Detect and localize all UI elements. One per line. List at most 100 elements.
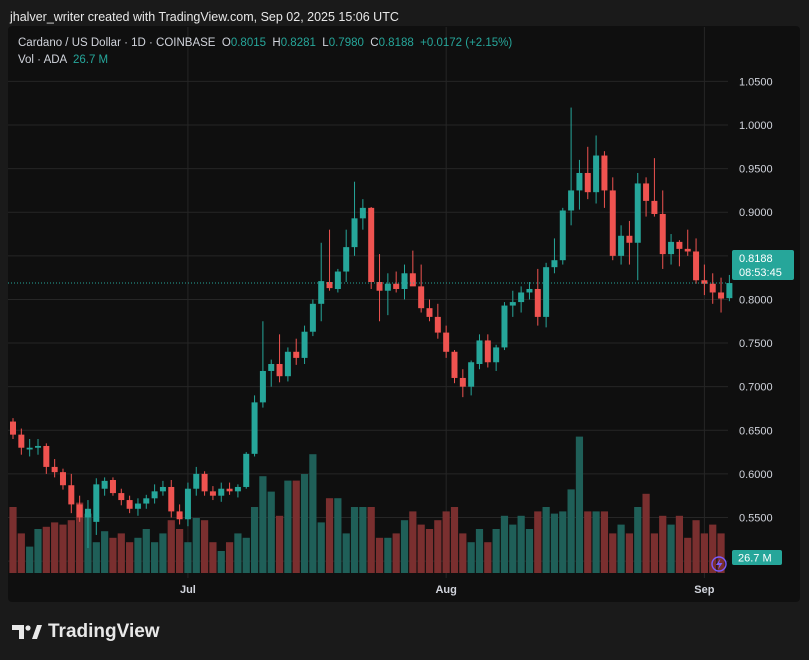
- candle-body: [668, 241, 675, 255]
- candle: [343, 229, 350, 283]
- volume-bar: [117, 533, 125, 573]
- candle-body: [443, 332, 450, 352]
- volume-bar: [509, 524, 517, 573]
- candle: [326, 229, 333, 291]
- low-value: 0.7980: [328, 37, 364, 49]
- candle: [68, 473, 75, 514]
- candle: [193, 466, 200, 496]
- candle: [101, 477, 108, 496]
- candle: [418, 264, 425, 313]
- price-badge-countdown: 08:53:45: [739, 267, 782, 279]
- volume-bar: [59, 524, 67, 573]
- candle-body: [251, 402, 258, 454]
- candle-body: [59, 472, 66, 486]
- x-tick-label: Sep: [694, 584, 714, 596]
- volume-bar: [200, 520, 209, 573]
- y-tick-label: 1.0500: [739, 76, 773, 88]
- candle-body: [409, 273, 416, 287]
- candle-body: [51, 466, 58, 473]
- candle-body: [284, 351, 291, 377]
- candle-body: [393, 283, 400, 289]
- candle: [59, 468, 66, 490]
- volume-bar: [384, 537, 392, 573]
- grid-lines: [8, 27, 728, 578]
- candle: [234, 484, 241, 498]
- volume-bar: [225, 542, 234, 573]
- candle: [143, 494, 150, 509]
- candle: [384, 273, 391, 316]
- candle-body: [234, 486, 241, 492]
- candle: [159, 480, 166, 496]
- candle-body: [201, 473, 208, 492]
- volume-bar: [92, 542, 100, 573]
- candle-body: [68, 485, 75, 505]
- candle: [493, 344, 500, 371]
- candle-body: [118, 493, 125, 501]
- volume-bar: [467, 542, 475, 573]
- volume-bar: [17, 533, 25, 573]
- volume-bar: [292, 480, 300, 573]
- symbol-label: Cardano / US Dollar · 1D · COINBASE: [18, 37, 216, 49]
- candle-body: [101, 480, 108, 489]
- candle: [709, 273, 716, 304]
- candle-body: [226, 488, 233, 492]
- candle: [476, 334, 483, 370]
- tradingview-logo-icon: [12, 625, 42, 639]
- candle-body: [43, 445, 50, 467]
- candle-body: [626, 235, 633, 243]
- volume-bar: [300, 474, 309, 573]
- candle: [651, 158, 658, 217]
- candle-body: [268, 363, 275, 371]
- candle-body: [693, 251, 700, 281]
- volume-bar: [309, 454, 317, 573]
- volume-value: 26.7 M: [72, 54, 109, 66]
- volume-bar: [192, 518, 200, 573]
- candle: [393, 271, 400, 293]
- candle: [434, 303, 441, 339]
- candle-body: [176, 511, 183, 520]
- volume-bar: [209, 542, 217, 573]
- candle: [426, 299, 433, 322]
- volume-bar: [350, 507, 359, 573]
- volume-bar: [284, 480, 292, 573]
- candle-body: [426, 308, 433, 317]
- close-value: 0.8188: [378, 37, 414, 49]
- volume-bar: [359, 507, 367, 573]
- volume-bar: [167, 520, 175, 573]
- candle: [43, 443, 50, 474]
- brand-name: TradingView: [48, 621, 160, 642]
- volume-bar: [500, 515, 509, 573]
- lightning-icon[interactable]: [711, 556, 727, 572]
- candle: [259, 321, 266, 408]
- tradingview-logo[interactable]: TradingView: [12, 621, 160, 643]
- volume-bar: [76, 502, 84, 573]
- candle-body: [293, 351, 300, 358]
- volume-bar: [659, 515, 667, 573]
- candle: [718, 277, 725, 313]
- volume-bar: [375, 537, 384, 573]
- candle-body: [159, 486, 166, 492]
- candle: [576, 159, 583, 210]
- volume-bar: [650, 533, 659, 573]
- volume-bar: [425, 529, 434, 573]
- candle: [526, 282, 533, 300]
- open-value: 0.8015: [230, 37, 267, 49]
- volume-bar: [34, 529, 42, 573]
- candle-body: [684, 248, 691, 252]
- candle: [551, 238, 558, 274]
- volume-bar: [684, 537, 692, 573]
- volume-bar: [709, 524, 717, 573]
- volume-bar: [700, 533, 708, 573]
- candle-body: [651, 200, 658, 214]
- volume-bar: [101, 531, 109, 573]
- candle-body: [618, 235, 625, 256]
- candle: [468, 360, 475, 396]
- volume-bar: [67, 520, 75, 573]
- volume-bar: [409, 511, 417, 573]
- candle-body: [309, 303, 316, 332]
- candle-body: [243, 453, 250, 487]
- candle-body: [518, 292, 525, 303]
- candle-body: [151, 491, 158, 499]
- volume-bar: [559, 511, 567, 573]
